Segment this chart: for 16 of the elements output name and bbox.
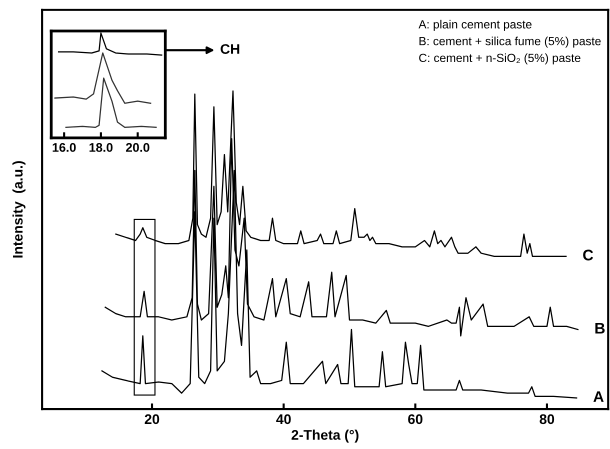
x-tick-label: 16.0 (52, 143, 76, 152)
x-tick-label: 20 (144, 414, 160, 424)
series-label: A (593, 391, 604, 402)
text: C: cement + n-SiO₂ (5%) paste (419, 53, 580, 64)
x-tick-label: 60 (408, 414, 422, 424)
text: CH (220, 44, 240, 54)
series-label: B (595, 322, 605, 334)
text: A: plain cement paste (418, 20, 532, 31)
series-label: C (583, 250, 594, 260)
x-tick-label: 18.0 (90, 143, 113, 152)
x-tick-label: 80 (540, 414, 554, 424)
x-axis-title: 2-Theta (°) (292, 430, 358, 443)
y-axis-title: Intensity (a.u.) (12, 161, 26, 258)
text: B: cement + silica fume (5%) paste (420, 36, 601, 48)
x-tick-label: 20.0 (126, 143, 150, 152)
x-tick-label: 40 (276, 414, 291, 424)
